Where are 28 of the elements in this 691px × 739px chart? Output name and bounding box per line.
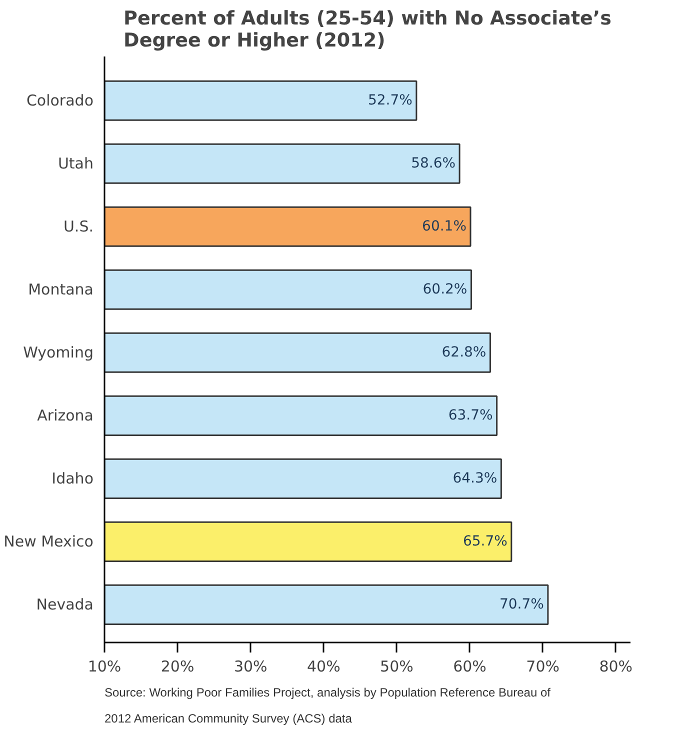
y-tick-label: U.S. [63, 218, 94, 236]
y-tick-label: Idaho [52, 470, 94, 488]
data-label: 60.2% [422, 282, 468, 298]
source-note: Source: Working Poor Families Project, analysis by Population Reference Bureau of 2012 American Community Survey (ACS) data [104, 686, 552, 726]
x-tick-label: 60% [453, 658, 486, 676]
y-tick-label: New Mexico [4, 532, 94, 551]
x-tick-label: 50% [380, 658, 414, 676]
x-tick-label: 20% [160, 658, 194, 676]
x-tick-label: 80% [599, 658, 633, 676]
data-label: 64.3% [452, 470, 498, 487]
data-label: 65.7% [462, 534, 508, 550]
data-label: 60.1% [422, 218, 467, 235]
y-tick-label: Colorado [26, 92, 94, 110]
x-tick-label: 40% [306, 658, 340, 676]
y-tick-label: Nevada [36, 596, 94, 614]
y-tick-label: Montana [28, 280, 94, 299]
y-tick-label: Utah [58, 154, 94, 173]
y-tick-label: Wyoming [23, 344, 94, 362]
data-label: 58.6% [411, 156, 456, 172]
x-tick-label: 30% [234, 658, 268, 676]
chart-title: Percent of Adults (25-54) with No Associate’s Degree or Higher (2012) [124, 8, 612, 52]
x-tick-label: 10% [88, 658, 122, 676]
data-label: 62.8% [442, 344, 486, 361]
data-label: 70.7% [499, 596, 544, 613]
data-label: 52.7% [368, 92, 412, 109]
data-label: 63.7% [448, 408, 493, 424]
x-tick-label: 70% [526, 658, 560, 676]
y-tick-label: Arizona [37, 406, 94, 425]
